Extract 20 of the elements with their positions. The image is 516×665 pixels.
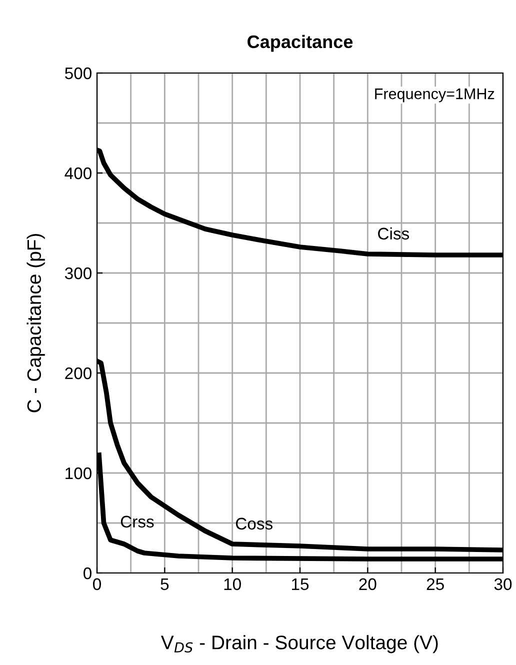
annotation: Ciss xyxy=(378,227,410,240)
y-tick-label: 500 xyxy=(65,67,92,80)
y-axis-title: C - Capacitance (pF) xyxy=(26,234,45,412)
x-tick-label: 0 xyxy=(93,578,101,590)
y-tick-label: 300 xyxy=(64,267,92,280)
x-axis-title: V$_{DS}$ - Drain - Source Voltage (V) xyxy=(160,635,438,654)
x-tick-label: 10 xyxy=(224,578,241,590)
x-tick-label: 30 xyxy=(494,578,512,590)
annotation: Coss xyxy=(236,518,272,530)
chart-title: Capacitance xyxy=(248,34,353,52)
x-tick-label: 20 xyxy=(359,578,376,590)
y-tick-label: 200 xyxy=(65,367,92,380)
x-tick-label: 15 xyxy=(292,578,309,590)
annotation: Frequency=1MHz xyxy=(375,88,494,102)
annotation: Crss xyxy=(120,516,154,528)
x-tick-label: 25 xyxy=(426,578,444,590)
y-tick-label: 400 xyxy=(64,167,92,180)
x-tick-label: 5 xyxy=(160,578,169,590)
y-tick-label: 100 xyxy=(66,467,92,480)
y-tick-label: 0 xyxy=(84,567,92,580)
